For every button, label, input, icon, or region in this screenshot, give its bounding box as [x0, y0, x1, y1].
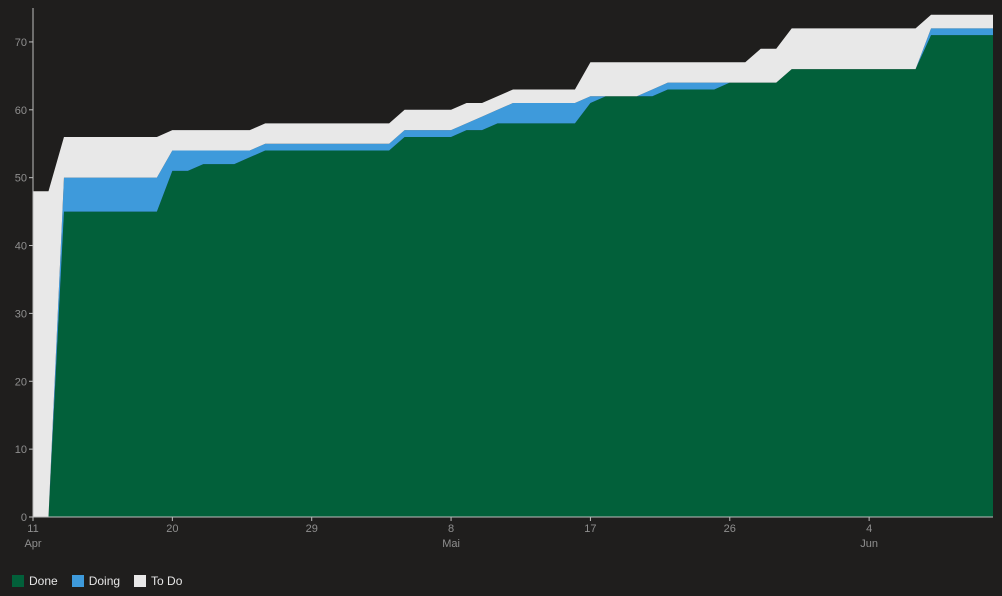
legend-item-doing[interactable]: Doing — [71, 574, 121, 588]
legend-swatch-to-do — [134, 575, 147, 587]
y-tick-label: 20 — [15, 376, 27, 388]
legend-item-done[interactable]: Done — [12, 574, 58, 588]
legend-swatch-done — [12, 575, 24, 587]
legend: Done Doing To Do — [12, 574, 182, 588]
legend-label-doing: Doing — [88, 574, 121, 588]
area-done — [33, 35, 993, 518]
x-tick-label: 11 — [27, 523, 38, 535]
x-tick-month-label: Apr — [24, 538, 41, 550]
x-tick-label: 26 — [724, 523, 736, 535]
legend-item-to-do[interactable]: To Do — [134, 574, 182, 588]
area-doing — [33, 28, 993, 518]
legend-label-to-do: To Do — [151, 574, 183, 588]
y-tick-label: 10 — [15, 444, 27, 456]
x-tick-month-label: Mai — [442, 538, 460, 550]
y-tick-label: 0 — [21, 512, 27, 524]
y-tick-label: 60 — [15, 105, 27, 117]
x-tick-label: 29 — [306, 523, 318, 535]
x-tick-label: 20 — [166, 523, 178, 535]
x-tick-month-label: Jun — [860, 538, 878, 550]
x-tick-label: 17 — [584, 523, 596, 535]
legend-label-done: Done — [29, 574, 58, 588]
y-tick-label: 40 — [15, 241, 27, 253]
y-tick-label: 50 — [15, 173, 27, 185]
legend-swatch-doing — [71, 575, 84, 587]
x-tick-label: 4 — [866, 523, 872, 535]
x-tick-label: 8 — [448, 523, 454, 535]
y-tick-label: 70 — [15, 37, 27, 49]
stacked-area-chart: 0 10 20 30 40 50 60 70 11 Apr 20 29 8 Mai 17 26 4 Jun — [15, 8, 993, 550]
y-tick-label: 30 — [15, 308, 27, 320]
area-to-do — [33, 14, 993, 517]
